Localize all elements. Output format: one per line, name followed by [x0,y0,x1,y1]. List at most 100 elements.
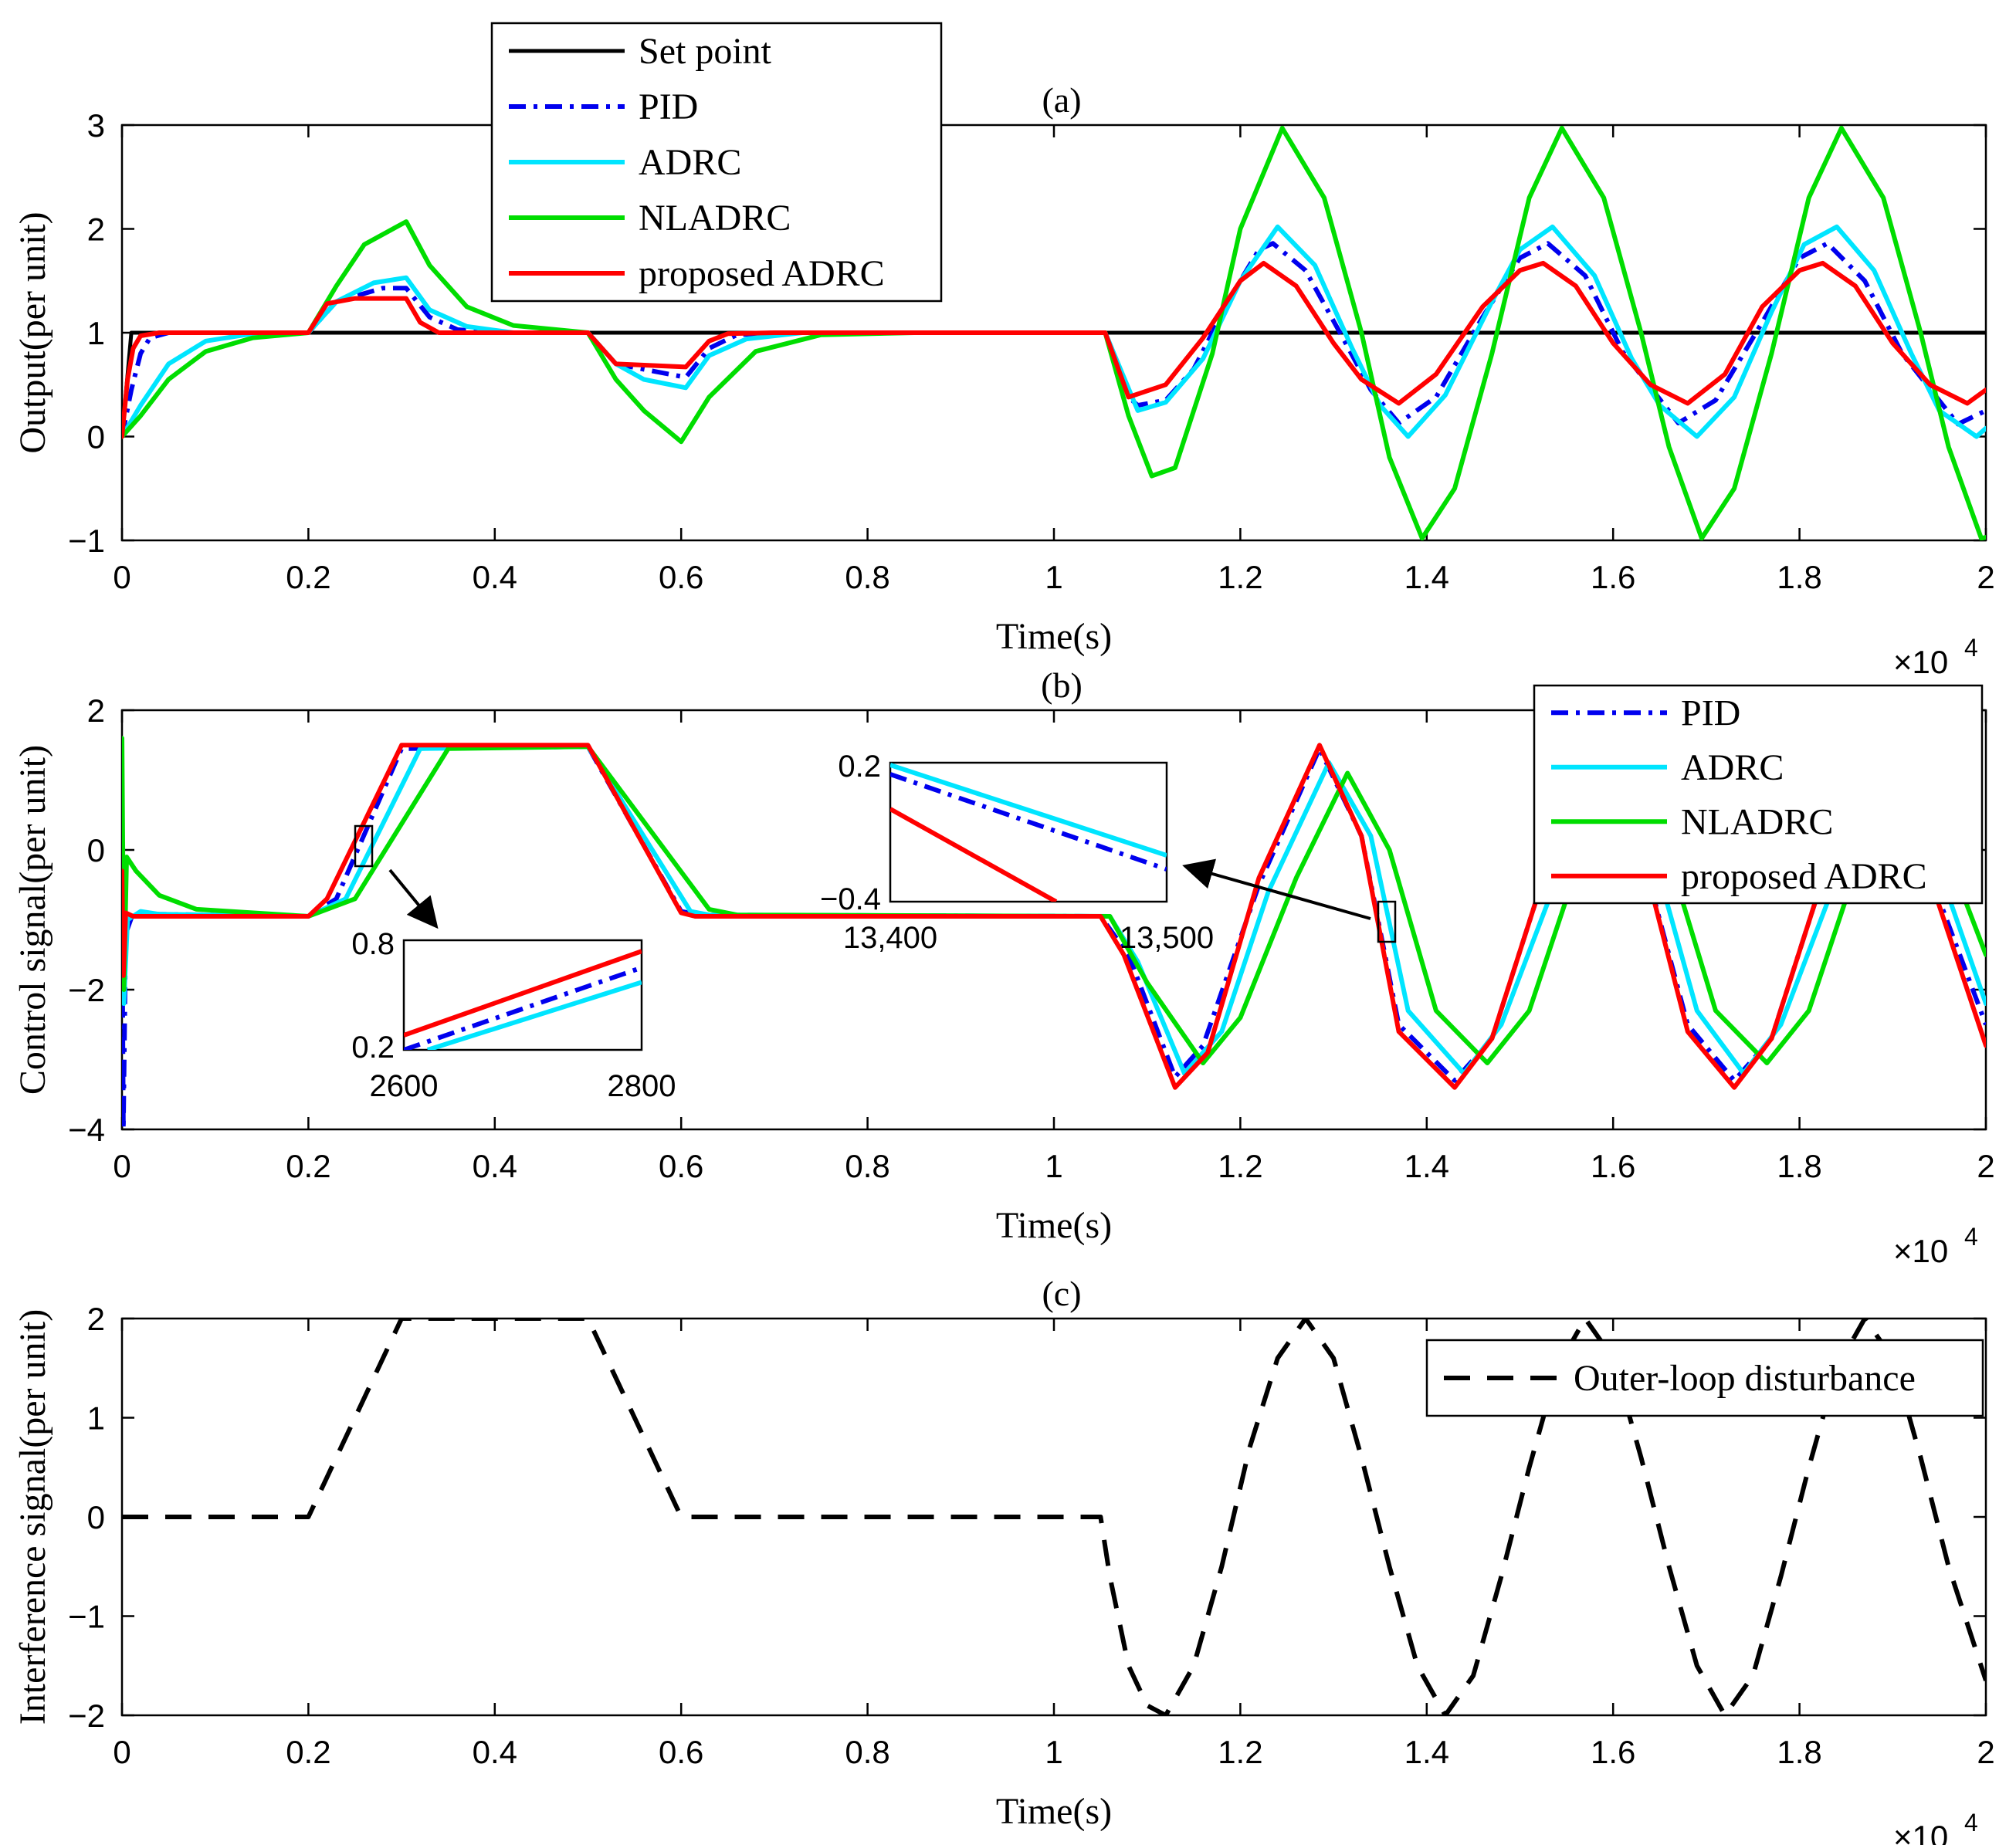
y-tick-label: 0 [87,832,105,868]
inset-x-tick-label: 13,500 [1120,921,1214,955]
x-multiplier-exponent: 4 [1964,1809,1978,1837]
x-tick-label: 1.4 [1404,559,1449,595]
series-line-pid [122,241,1986,438]
zoom-source-box [1377,900,1397,943]
legend-box [1533,684,1984,905]
x-tick-label: 0.8 [845,559,889,595]
series-group [122,1319,1986,1715]
y-tick-label: 0 [87,419,105,455]
inset-x-tick-label: 2600 [370,1069,439,1103]
x-tick-label: 1.8 [1777,1148,1821,1184]
x-multiplier-exponent: 4 [1964,634,1978,662]
x-tick-label: 1.2 [1218,559,1262,595]
x-tick-label: 2 [1977,1734,1994,1770]
x-tick-label: 0.2 [286,1148,330,1184]
x-tick-label: 0.4 [473,559,517,595]
x-tick-label: 0.6 [659,1148,703,1184]
x-tick-label: 0.6 [659,1734,703,1770]
legend-label: NLADRC [639,198,791,239]
legend-label: proposed ADRC [1681,856,1927,897]
inset-line-adrc [426,980,642,1050]
series-line-outer-loop-disturbance [122,1319,1986,1715]
legend-label: Set point [639,31,772,72]
y-tick-label: 2 [87,212,105,248]
x-multiplier: ×10 [1893,644,1948,680]
inset-y-tick-label: 0.2 [351,1031,395,1065]
x-tick-label: 2 [1977,1148,1994,1184]
x-tick-label: 0 [113,1734,130,1770]
legend-label: Outer-loop disturbance [1574,1358,1916,1399]
x-tick-label: 1.6 [1591,1148,1635,1184]
legend: Outer-loop disturbance [1425,1339,1984,1417]
legend: PID ADRC NLADRC proposed ADRC [1533,684,1984,905]
y-tick-label: 1 [87,315,105,351]
series-line-set-point [122,330,1986,438]
inset-x-tick-label: 2800 [608,1069,676,1103]
y-tick-label: 3 [87,107,105,144]
series-line-proposed-adrc [122,743,1986,1090]
inset-series [890,763,1167,902]
y-tick-label: −2 [68,972,105,1008]
legend-label: ADRC [639,142,741,183]
x-multiplier: ×10 [1893,1233,1948,1269]
x-tick-label: 1.8 [1777,559,1821,595]
panel-c: 0 0.2 0.4 0.6 0.8 1 1.2 1.4 1.6 1.8 2 −2 −1 0 1 2 Time(s… [12,1274,1995,1845]
x-tick-label: 0.6 [659,559,703,595]
panel-title: (b) [1041,665,1083,705]
inset-line-proposed-adrc [404,949,642,1038]
x-tick-label: 0.4 [473,1734,517,1770]
zoom-arrow [388,868,439,929]
x-tick-label: 1 [1045,1148,1062,1184]
x-tick-label: 0.8 [845,1148,889,1184]
x-tick-label: 1.8 [1777,1734,1821,1770]
x-tick-label: 1.2 [1218,1148,1262,1184]
y-tick-label: 2 [87,1301,105,1337]
x-tick-label: 1.2 [1218,1734,1262,1770]
legend-label: NLADRC [1681,801,1833,842]
y-tick-label: −4 [68,1112,105,1148]
series-line-proposed-adrc [122,260,1986,439]
inset-y-tick-label: −0.4 [820,882,881,916]
panel-b: 0 0.2 0.4 0.6 0.8 1 1.2 1.4 1.6 1.8 2 −4 −2 0 2 Time(s)… [12,665,1995,1269]
y-tick-label: −1 [68,1599,105,1635]
x-tick-label: 0.4 [473,1148,517,1184]
legend-label: ADRC [1681,747,1784,788]
y-tick-label: 0 [87,1499,105,1535]
legend-box [1425,1339,1984,1417]
x-tick-label: 0.2 [286,1734,330,1770]
x-tick-label: 2 [1977,559,1994,595]
series-group [122,736,1986,1129]
x-tick-label: 1.4 [1404,1734,1449,1770]
x-multiplier: ×10 [1893,1819,1948,1845]
inset-series [404,949,642,1050]
y-tick-label: −2 [68,1698,105,1734]
inset-y-tick-label: 0.8 [351,927,395,961]
zoom-arrow [1182,858,1371,920]
y-axis-label: Interference signal(per unit) [12,1309,53,1725]
inset-line-pid [404,965,642,1050]
panel-title: (c) [1042,1274,1081,1313]
x-tick-label: 1 [1045,1734,1062,1770]
inset-line-adrc [890,763,1167,858]
inset-line-pid [890,772,1167,872]
legend-label: PID [1681,692,1740,733]
x-tick-label: 1.4 [1404,1148,1449,1184]
y-tick-label: −1 [68,523,105,559]
x-axis-label: Time(s) [996,616,1112,657]
y-tick-label: 2 [87,692,105,729]
x-tick-label: 0 [113,1148,130,1184]
x-tick-label: 0.8 [845,1734,889,1770]
x-tick-label: 1 [1045,559,1062,595]
panel-title: (a) [1042,80,1081,120]
panel-a: 0 0.2 0.4 0.6 0.8 1 1.2 1.4 1.6 1.8 2−10123Time(s)… [12,22,1995,680]
inset-right: 0.2 −0.4 13,400 13,500 [820,750,1397,955]
legend-label: PID [639,86,698,127]
x-tick-label: 1.6 [1591,1734,1635,1770]
y-axis-label: Output(per unit) [12,212,53,453]
inset-y-tick-label: 0.2 [838,750,881,784]
series-line-nladrc [122,126,1986,540]
legend-label: proposed ADRC [639,253,885,294]
inset-left: 0.8 0.2 2600 2800 [351,824,676,1103]
series-group [122,126,1986,540]
